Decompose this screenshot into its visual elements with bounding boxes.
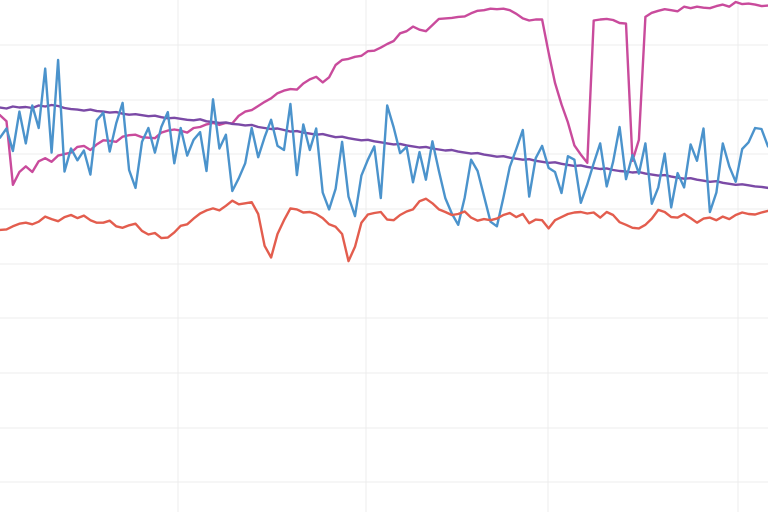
- series-line-3: [0, 58, 768, 228]
- series-line-1: [0, 0, 768, 187]
- series-line-4: [0, 197, 768, 263]
- series-group: [0, 0, 768, 263]
